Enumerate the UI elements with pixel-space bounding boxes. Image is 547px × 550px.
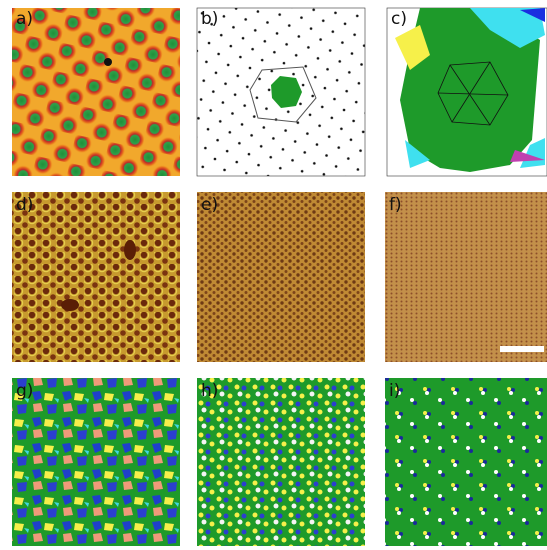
panel-label: a) bbox=[16, 9, 33, 29]
page: a) b) c) d) e) f) g) h) i) (() => { cons… bbox=[0, 0, 547, 550]
defect bbox=[104, 58, 112, 66]
panel-image bbox=[385, 378, 547, 546]
panel-image bbox=[12, 192, 180, 362]
figure: a) b) c) d) e) f) g) h) i) bbox=[0, 0, 547, 550]
panel-label: h) bbox=[201, 381, 218, 401]
panel-label: e) bbox=[201, 195, 218, 215]
panel-image bbox=[197, 378, 365, 546]
hole bbox=[124, 240, 136, 260]
scale-bar bbox=[500, 346, 544, 352]
hole bbox=[61, 299, 79, 311]
panel-image bbox=[12, 8, 180, 176]
panel-label: f) bbox=[389, 195, 402, 215]
panel-image bbox=[12, 378, 180, 546]
panel-label: i) bbox=[389, 381, 400, 401]
panel-image bbox=[385, 192, 547, 362]
panel-label: d) bbox=[16, 195, 33, 215]
panel-label: b) bbox=[201, 9, 218, 29]
panel-image bbox=[197, 192, 365, 362]
panel-label: g) bbox=[16, 381, 33, 401]
panel-label: c) bbox=[391, 9, 407, 29]
